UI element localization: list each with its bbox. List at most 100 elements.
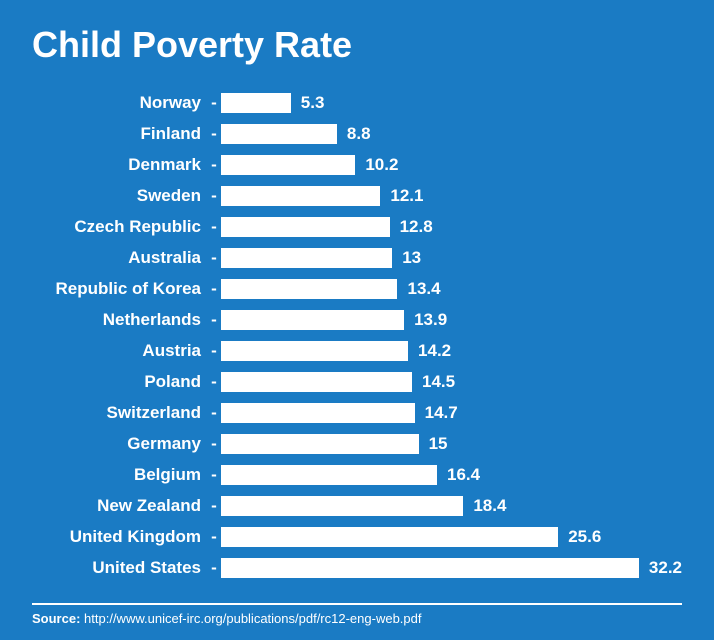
- chart-row: Republic of Korea- 13.4: [32, 276, 682, 301]
- axis-tick: -: [207, 279, 221, 299]
- chart-row: Poland- 14.5: [32, 369, 682, 394]
- chart-row: United States- 32.2: [32, 555, 682, 580]
- axis-tick: -: [207, 403, 221, 423]
- value-label: 5.3: [291, 93, 325, 113]
- chart-row: Netherlands- 13.9: [32, 307, 682, 332]
- country-label: Czech Republic: [32, 217, 207, 237]
- country-label: Germany: [32, 434, 207, 454]
- bar-area: 10.2: [221, 152, 682, 177]
- axis-tick: -: [207, 310, 221, 330]
- value-label: 13.4: [397, 279, 440, 299]
- value-label: 13: [392, 248, 421, 268]
- country-label: Netherlands: [32, 310, 207, 330]
- bar-area: 5.3: [221, 90, 682, 115]
- bar-area: 16.4: [221, 462, 682, 487]
- axis-tick: -: [207, 527, 221, 547]
- bar-area: 8.8: [221, 121, 682, 146]
- chart-row: Denmark- 10.2: [32, 152, 682, 177]
- value-label: 16.4: [437, 465, 480, 485]
- chart-row: Czech Republic- 12.8: [32, 214, 682, 239]
- bar-area: 13: [221, 245, 682, 270]
- value-label: 12.1: [380, 186, 423, 206]
- axis-tick: -: [207, 248, 221, 268]
- chart-row: Norway- 5.3: [32, 90, 682, 115]
- country-label: Denmark: [32, 155, 207, 175]
- country-label: Switzerland: [32, 403, 207, 423]
- chart-row: Germany- 15: [32, 431, 682, 456]
- value-label: 13.9: [404, 310, 447, 330]
- bar: [221, 186, 380, 206]
- value-label: 15: [419, 434, 448, 454]
- country-label: United States: [32, 558, 207, 578]
- bar: [221, 403, 415, 423]
- value-label: 14.7: [415, 403, 458, 423]
- chart-row: Austria- 14.2: [32, 338, 682, 363]
- chart-rows: Norway-5.3Finland-8.8Denmark-10.2Sweden-…: [32, 90, 682, 580]
- chart-row: Belgium- 16.4: [32, 462, 682, 487]
- value-label: 14.2: [408, 341, 451, 361]
- chart-row: Finland- 8.8: [32, 121, 682, 146]
- value-label: 14.5: [412, 372, 455, 392]
- bar-area: 13.4: [221, 276, 682, 301]
- axis-tick: -: [207, 372, 221, 392]
- bar: [221, 465, 437, 485]
- axis-tick: -: [207, 93, 221, 113]
- chart-row: New Zealand- 18.4: [32, 493, 682, 518]
- axis-tick: -: [207, 124, 221, 144]
- source-line: Source: http://www.unicef-irc.org/public…: [32, 603, 682, 626]
- bar-area: 15: [221, 431, 682, 456]
- bar: [221, 341, 408, 361]
- country-label: Australia: [32, 248, 207, 268]
- value-label: 32.2: [639, 558, 682, 578]
- value-label: 18.4: [463, 496, 506, 516]
- value-label: 10.2: [355, 155, 398, 175]
- axis-tick: -: [207, 186, 221, 206]
- axis-tick: -: [207, 217, 221, 237]
- chart-row: United Kingdom- 25.6: [32, 524, 682, 549]
- value-label: 8.8: [337, 124, 371, 144]
- chart-title: Child Poverty Rate: [32, 24, 682, 66]
- axis-tick: -: [207, 341, 221, 361]
- axis-tick: -: [207, 155, 221, 175]
- bar: [221, 372, 412, 392]
- bar: [221, 310, 404, 330]
- chart-row: Switzerland- 14.7: [32, 400, 682, 425]
- bar: [221, 248, 392, 268]
- axis-tick: -: [207, 558, 221, 578]
- country-label: Poland: [32, 372, 207, 392]
- country-label: Austria: [32, 341, 207, 361]
- bar: [221, 93, 291, 113]
- bar: [221, 217, 390, 237]
- bar-area: 32.2: [221, 555, 682, 580]
- axis-tick: -: [207, 434, 221, 454]
- bar-area: 25.6: [221, 524, 682, 549]
- bar-area: 14.5: [221, 369, 682, 394]
- bar: [221, 434, 419, 454]
- source-text: http://www.unicef-irc.org/publications/p…: [84, 611, 421, 626]
- country-label: Finland: [32, 124, 207, 144]
- bar-area: 13.9: [221, 307, 682, 332]
- country-label: United Kingdom: [32, 527, 207, 547]
- bar-area: 14.7: [221, 400, 682, 425]
- country-label: Norway: [32, 93, 207, 113]
- source-label: Source:: [32, 611, 80, 626]
- chart-container: Child Poverty Rate Norway-5.3Finland-8.8…: [0, 0, 714, 640]
- bar-area: 12.8: [221, 214, 682, 239]
- country-label: Sweden: [32, 186, 207, 206]
- chart-row: Sweden- 12.1: [32, 183, 682, 208]
- bar: [221, 558, 639, 578]
- bar: [221, 279, 397, 299]
- axis-tick: -: [207, 465, 221, 485]
- bar-area: 12.1: [221, 183, 682, 208]
- value-label: 25.6: [558, 527, 601, 547]
- country-label: Republic of Korea: [32, 279, 207, 299]
- axis-tick: -: [207, 496, 221, 516]
- bar: [221, 124, 337, 144]
- bar-area: 18.4: [221, 493, 682, 518]
- bar-area: 14.2: [221, 338, 682, 363]
- value-label: 12.8: [390, 217, 433, 237]
- bar: [221, 527, 558, 547]
- country-label: New Zealand: [32, 496, 207, 516]
- country-label: Belgium: [32, 465, 207, 485]
- chart-row: Australia- 13: [32, 245, 682, 270]
